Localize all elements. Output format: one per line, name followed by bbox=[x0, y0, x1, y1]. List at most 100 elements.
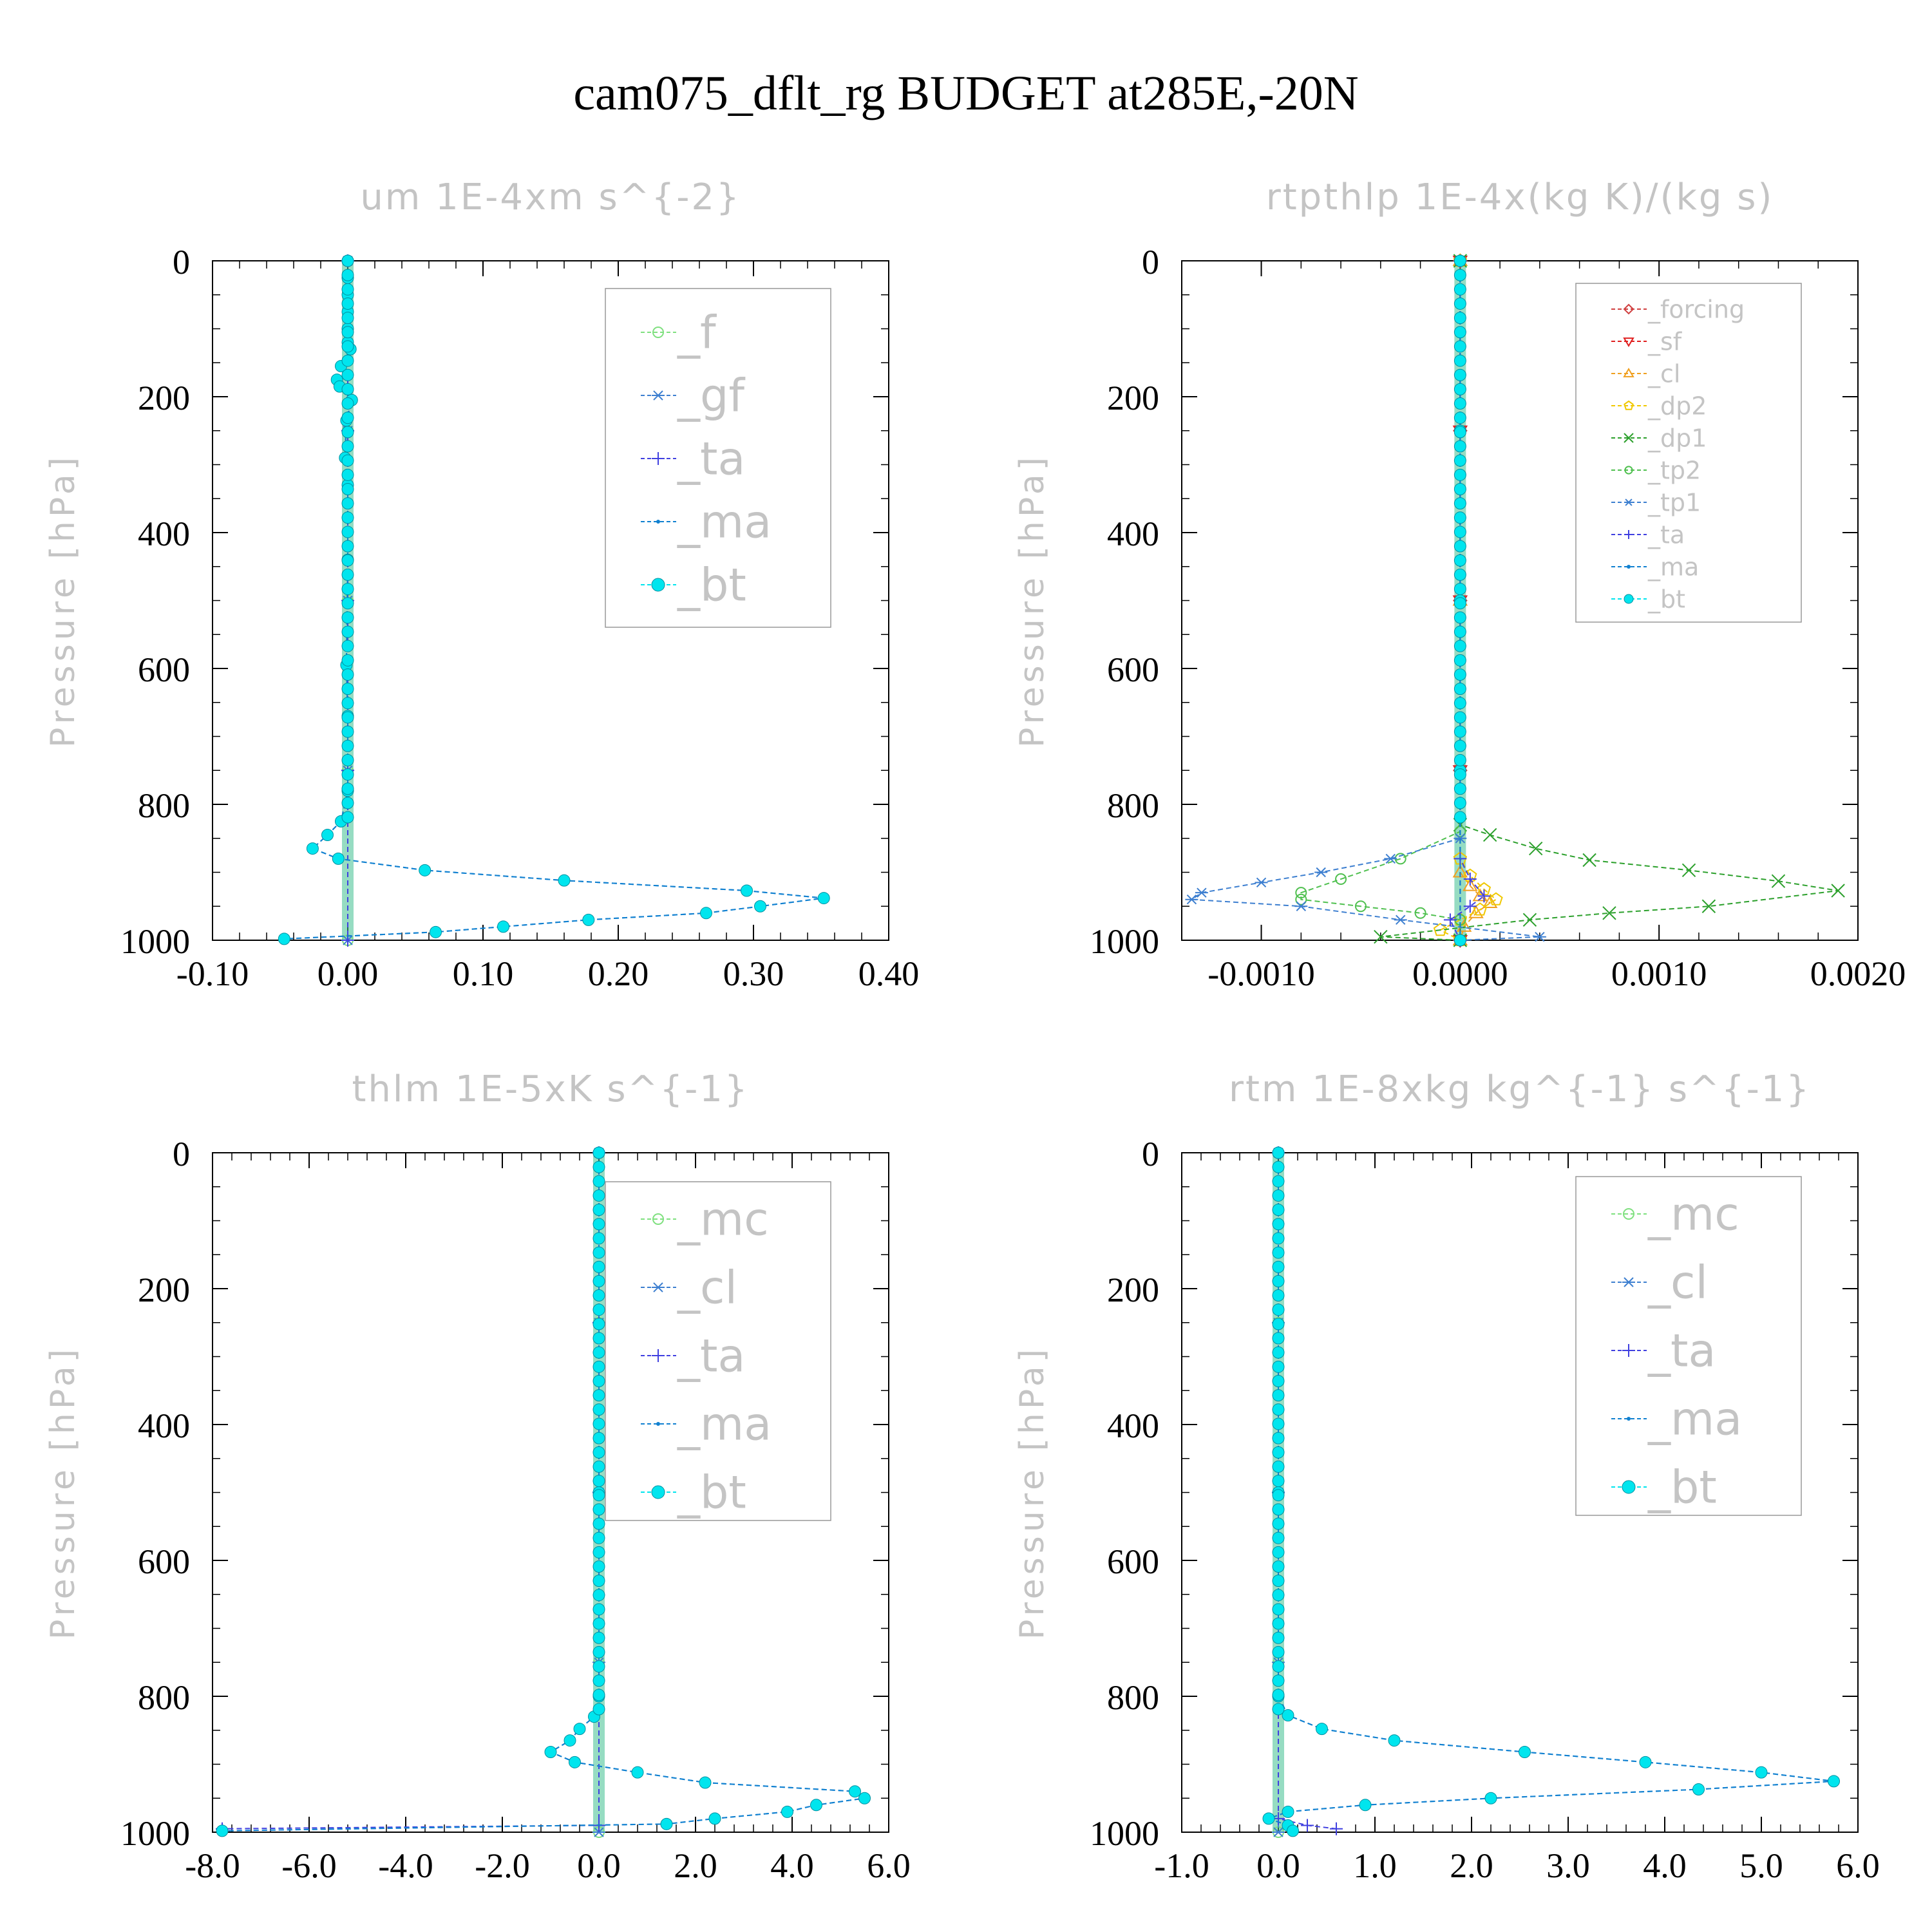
bt-marker bbox=[1454, 583, 1466, 596]
triangle-up-marker bbox=[1468, 905, 1484, 918]
bt-marker bbox=[1454, 568, 1466, 581]
x-tick-label: 2.0 bbox=[674, 1846, 717, 1885]
bt-marker bbox=[341, 397, 354, 410]
legend-label: _cl bbox=[1647, 359, 1680, 388]
pentagon-marker bbox=[1624, 400, 1634, 410]
bt-marker bbox=[1272, 1189, 1285, 1202]
bt-marker bbox=[564, 1734, 576, 1747]
series_bt bbox=[216, 1146, 871, 1837]
legend-item_ma: _ma bbox=[1611, 553, 1699, 581]
series-line bbox=[1189, 261, 1540, 941]
bt-marker bbox=[592, 1660, 605, 1673]
legend-item_bt: _bt bbox=[641, 559, 746, 612]
bt-marker bbox=[754, 900, 766, 913]
plus-marker bbox=[1330, 1822, 1343, 1835]
asterisk-marker bbox=[1272, 1827, 1285, 1837]
legend-label: _ma bbox=[1647, 1393, 1742, 1446]
bt-marker bbox=[1272, 1617, 1285, 1630]
series_bt bbox=[278, 254, 830, 945]
bt-marker bbox=[1454, 625, 1466, 638]
legend-label: _ta bbox=[677, 1330, 745, 1383]
bt-marker bbox=[1454, 611, 1466, 624]
bt-marker bbox=[1639, 1756, 1652, 1768]
plot-frame bbox=[212, 1152, 889, 1833]
x-tick-label: 0.00 bbox=[317, 954, 379, 993]
bt-marker bbox=[1272, 1289, 1285, 1302]
bt-marker bbox=[592, 1645, 605, 1658]
legend-item_ma: _ma bbox=[1611, 1393, 1742, 1446]
y-tick-label: 200 bbox=[138, 379, 190, 417]
y-axis-label: Pressure [hPa] bbox=[1013, 453, 1052, 748]
y-tick-label: 1000 bbox=[120, 1814, 190, 1853]
bt-marker bbox=[651, 1485, 665, 1499]
series_ta bbox=[216, 1146, 605, 1835]
y-tick-label: 600 bbox=[138, 650, 190, 689]
circle-marker bbox=[1414, 907, 1426, 919]
bt-marker bbox=[341, 768, 354, 781]
plus-marker bbox=[652, 1349, 665, 1362]
bt-marker bbox=[592, 1303, 605, 1316]
y-tick-label: 400 bbox=[1107, 515, 1159, 553]
bt-marker bbox=[1454, 540, 1466, 553]
bt-marker bbox=[1272, 1674, 1285, 1687]
bt-marker bbox=[1272, 1303, 1285, 1316]
bt-marker bbox=[341, 383, 354, 395]
legend-label: _cl bbox=[1647, 1256, 1708, 1309]
y-tick-label: 400 bbox=[138, 515, 190, 553]
bt-marker bbox=[341, 683, 354, 696]
bt-marker bbox=[592, 1575, 605, 1587]
bt-marker bbox=[1272, 1575, 1285, 1587]
bt-marker bbox=[341, 554, 354, 567]
bt-marker bbox=[341, 497, 354, 510]
asterisk-marker bbox=[1622, 1277, 1635, 1287]
y-tick-label: 0 bbox=[1142, 1135, 1159, 1173]
bt-marker bbox=[1454, 426, 1466, 439]
bt-marker bbox=[1454, 668, 1466, 681]
bt-marker bbox=[1272, 1218, 1285, 1231]
bt-marker bbox=[341, 782, 354, 795]
bt-marker bbox=[1454, 597, 1466, 610]
bt-marker bbox=[1272, 1589, 1285, 1602]
bt-marker bbox=[592, 1274, 605, 1287]
legend-label: _bt bbox=[1647, 585, 1685, 613]
pentagon-marker bbox=[1489, 892, 1503, 905]
bt-marker bbox=[1622, 1480, 1636, 1494]
y-tick-label: 400 bbox=[138, 1406, 190, 1445]
bt-marker bbox=[1454, 725, 1466, 738]
bt-marker bbox=[573, 1723, 586, 1736]
bt-marker bbox=[858, 1792, 871, 1804]
legend-item_dp2: _dp2 bbox=[1611, 392, 1707, 420]
bt-marker bbox=[592, 1246, 605, 1259]
bt-marker bbox=[1454, 368, 1466, 381]
bt-marker bbox=[1272, 1531, 1285, 1544]
bt-marker bbox=[558, 874, 571, 887]
legend-label: _cl bbox=[677, 1262, 737, 1314]
bt-marker bbox=[592, 1232, 605, 1245]
bt-marker bbox=[1272, 1260, 1285, 1273]
bt-marker bbox=[1454, 269, 1466, 281]
legend-label: _ma bbox=[677, 1398, 772, 1451]
bt-marker bbox=[1272, 1146, 1285, 1159]
x-tick-label: -4.0 bbox=[378, 1846, 433, 1885]
dot-marker bbox=[656, 520, 660, 524]
x-tick-label: -2.0 bbox=[475, 1846, 529, 1885]
bt-marker bbox=[592, 1218, 605, 1231]
legend-item_tp2: _tp2 bbox=[1611, 456, 1701, 484]
legend-item_ma: _ma bbox=[641, 1398, 772, 1451]
y-tick-label: 800 bbox=[138, 786, 190, 825]
asterisk-marker bbox=[1624, 498, 1633, 506]
cross-marker bbox=[1701, 899, 1716, 913]
legend-box bbox=[605, 1181, 831, 1521]
legend-item_ta: _ta bbox=[641, 1330, 745, 1383]
bt-marker bbox=[341, 511, 354, 524]
bt-marker bbox=[341, 811, 354, 824]
bt-marker bbox=[592, 1403, 605, 1416]
asterisk-marker bbox=[1394, 914, 1407, 925]
bt-marker bbox=[592, 1503, 605, 1516]
triangle-down-marker bbox=[1623, 337, 1634, 347]
triangle-up-marker bbox=[1463, 878, 1478, 891]
x-tick-label: 4.0 bbox=[770, 1846, 814, 1885]
series_dp2 bbox=[1433, 253, 1503, 947]
bt-marker bbox=[592, 1460, 605, 1473]
